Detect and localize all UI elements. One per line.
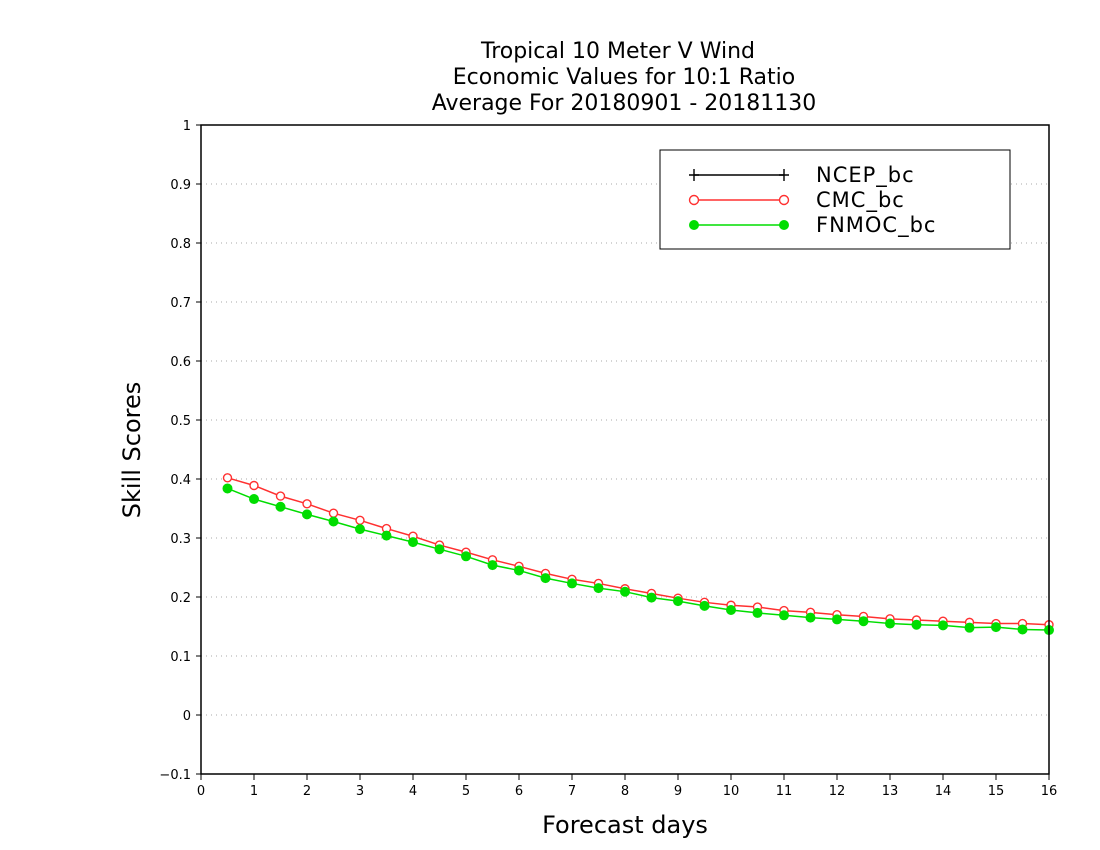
- data-point: [275, 491, 286, 501]
- title-line-1: Tropical 10 Meter V Wind: [480, 39, 755, 64]
- data-point: [832, 614, 842, 625]
- x-tick-label: 5: [462, 784, 470, 799]
- chart-title: Tropical 10 Meter V Wind Economic Values…: [432, 39, 817, 116]
- data-point: [328, 516, 339, 527]
- data-point: [222, 483, 233, 494]
- y-tick-label: 1: [183, 119, 191, 134]
- data-point: [938, 620, 948, 631]
- x-tick-label: 6: [515, 784, 523, 799]
- x-tick-label: 8: [621, 784, 629, 799]
- data-point: [593, 583, 604, 594]
- series-layer: [222, 473, 1054, 636]
- data-point: [222, 473, 233, 483]
- x-tick-label: 15: [988, 784, 1005, 799]
- x-tick-label: 0: [197, 784, 205, 799]
- y-axis-ticks: −0.1 0 0.1 0.2 0.3 0.4 0.5 0.6 0.7 0.8 0.9 1: [159, 119, 201, 783]
- y-tick-label: 0.6: [170, 355, 191, 370]
- y-tick-label: 0.8: [170, 237, 191, 252]
- series-line-fnmoc-bc: [227, 487, 1050, 631]
- data-point: [699, 600, 710, 611]
- data-point: [752, 607, 763, 618]
- x-tick-label: 9: [674, 784, 682, 799]
- data-point: [249, 480, 259, 491]
- data-point: [567, 578, 577, 589]
- data-point: [646, 592, 657, 603]
- y-tick-label: 0.1: [170, 650, 191, 665]
- legend-marker: [778, 194, 790, 206]
- data-point: [249, 494, 259, 505]
- x-tick-label: 16: [1041, 784, 1058, 799]
- data-point: [302, 509, 312, 520]
- x-tick-label: 1: [250, 784, 258, 799]
- data-point: [779, 610, 789, 621]
- data-point: [673, 596, 683, 607]
- data-point: [514, 565, 524, 576]
- data-point: [302, 499, 312, 509]
- data-point: [991, 622, 1001, 633]
- title-line-3: Average For 20180901 - 20181130: [432, 91, 817, 116]
- data-point: [487, 560, 498, 571]
- data-point: [885, 618, 895, 629]
- x-tick-label: 3: [356, 784, 364, 799]
- data-point: [964, 622, 975, 633]
- data-point: [355, 524, 365, 535]
- data-point: [461, 551, 471, 562]
- x-tick-label: 2: [303, 784, 311, 799]
- data-point: [726, 604, 736, 615]
- y-tick-label: 0.7: [170, 296, 191, 311]
- y-tick-label: 0.9: [170, 178, 191, 193]
- x-axis-ticks: 0 1 2 3 4 5 6 7 8 9 10 11 12 13 14 15 16: [197, 774, 1057, 799]
- legend-marker: [689, 169, 699, 181]
- series-line-cmc-bc: [227, 477, 1050, 626]
- data-point: [540, 573, 551, 584]
- data-point: [408, 537, 418, 548]
- y-tick-label: −0.1: [159, 768, 191, 783]
- legend-marker: [779, 169, 789, 181]
- y-tick-label: 0.2: [170, 591, 191, 606]
- title-line-2: Economic Values for 10:1 Ratio: [453, 65, 795, 90]
- data-point: [275, 501, 286, 512]
- y-axis-label: Skill Scores: [118, 382, 146, 519]
- data-point: [381, 530, 392, 541]
- data-point: [620, 586, 630, 597]
- x-tick-label: 14: [935, 784, 952, 799]
- x-tick-label: 11: [776, 784, 793, 799]
- legend-marker: [688, 194, 700, 206]
- y-tick-label: 0.4: [170, 473, 191, 488]
- x-tick-label: 12: [829, 784, 846, 799]
- data-point: [434, 544, 445, 555]
- plot-frame: [200, 124, 1050, 775]
- y-tick-label: 0: [183, 709, 191, 724]
- x-tick-label: 7: [568, 784, 576, 799]
- x-tick-label: 4: [409, 784, 417, 799]
- data-point: [355, 515, 365, 525]
- legend-marker: [779, 220, 789, 230]
- x-tick-label: 10: [723, 784, 740, 799]
- y-tick-label: 0.5: [170, 414, 191, 429]
- data-point: [1017, 624, 1028, 635]
- legend-marker: [689, 220, 699, 230]
- gridlines: [201, 183, 1049, 716]
- data-point: [911, 619, 922, 630]
- legend-label-ncep-bc: NCEP_bc: [816, 163, 915, 188]
- x-tick-label: 13: [882, 784, 899, 799]
- y-tick-label: 0.3: [170, 532, 191, 547]
- x-axis-label: Forecast days: [542, 811, 708, 839]
- legend-label-cmc-bc: CMC_bc: [816, 188, 905, 213]
- data-point: [805, 612, 816, 623]
- data-point: [858, 616, 869, 627]
- data-point: [328, 508, 339, 518]
- legend-label-fnmoc-bc: FNMOC_bc: [816, 213, 936, 238]
